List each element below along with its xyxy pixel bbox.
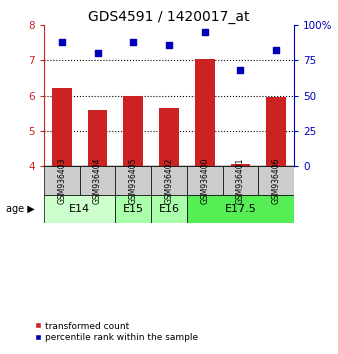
Text: GSM936403: GSM936403 (57, 157, 66, 204)
Bar (266, 97, 286, 166)
Point (202, 29, 208, 35)
Text: age ▶: age ▶ (6, 204, 35, 214)
Bar (115, 166, 151, 195)
Title: GDS4591 / 1420017_at: GDS4591 / 1420017_at (88, 10, 250, 24)
Bar (123, 96, 143, 166)
Text: GSM936406: GSM936406 (272, 157, 281, 204)
Text: GSM936400: GSM936400 (200, 157, 209, 204)
Text: GSM936402: GSM936402 (165, 157, 173, 204)
Point (130, 39, 136, 45)
Bar (151, 195, 187, 223)
Point (273, 47, 279, 53)
Bar (88, 110, 107, 166)
Bar (258, 166, 294, 195)
Text: E14: E14 (69, 204, 90, 214)
Text: GSM936401: GSM936401 (236, 157, 245, 204)
Bar (195, 59, 215, 166)
Bar (231, 164, 250, 166)
Bar (187, 195, 294, 223)
Point (59, 39, 65, 45)
Text: E15: E15 (123, 204, 144, 214)
Bar (44, 166, 80, 195)
Text: E16: E16 (159, 204, 179, 214)
Bar (187, 166, 223, 195)
Text: E17.5: E17.5 (224, 204, 256, 214)
Point (238, 67, 243, 73)
Text: GSM936405: GSM936405 (129, 157, 138, 204)
Bar (52, 88, 72, 166)
Bar (151, 166, 187, 195)
Text: GSM936404: GSM936404 (93, 157, 102, 204)
Bar (80, 166, 115, 195)
Bar (115, 195, 151, 223)
Bar (159, 108, 179, 166)
Legend: transformed count, percentile rank within the sample: transformed count, percentile rank withi… (31, 318, 202, 346)
Bar (223, 166, 258, 195)
Point (166, 42, 172, 47)
Bar (44, 195, 115, 223)
Point (95, 50, 100, 56)
